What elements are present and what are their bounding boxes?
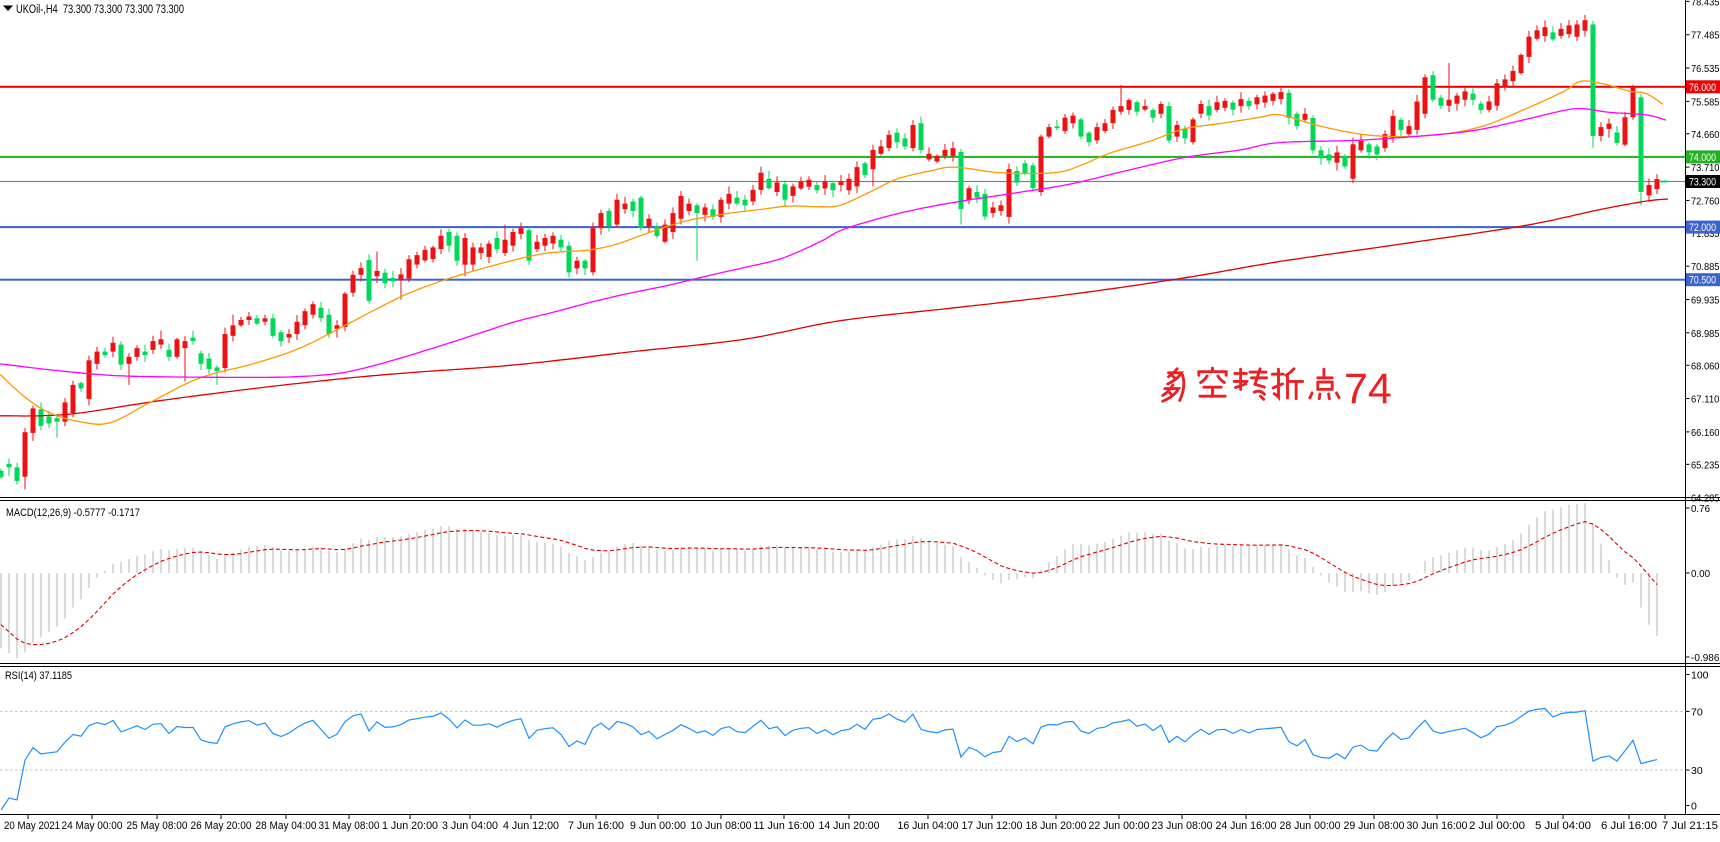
svg-text:77.485: 77.485: [1691, 30, 1720, 42]
svg-text:17 Jun 12:00: 17 Jun 12:00: [962, 820, 1023, 832]
svg-text:3 Jun 04:00: 3 Jun 04:00: [442, 820, 498, 832]
svg-text:65.235: 65.235: [1691, 459, 1720, 471]
svg-text:6 Jul 16:00: 6 Jul 16:00: [1601, 820, 1657, 832]
svg-text:14 Jun 20:00: 14 Jun 20:00: [819, 820, 880, 832]
svg-text:74.660: 74.660: [1691, 129, 1720, 141]
svg-text:9 Jun 00:00: 9 Jun 00:00: [630, 820, 686, 832]
svg-text:24 May 00:00: 24 May 00:00: [62, 820, 123, 832]
svg-text:68.985: 68.985: [1691, 328, 1720, 340]
svg-text:20 May 2021: 20 May 2021: [4, 820, 60, 832]
svg-text:24 Jun 16:00: 24 Jun 16:00: [1216, 820, 1277, 832]
svg-text:10 Jun 08:00: 10 Jun 08:00: [691, 820, 752, 832]
svg-text:30 Jun 16:00: 30 Jun 16:00: [1407, 820, 1468, 832]
svg-text:74.000: 74.000: [1689, 152, 1716, 164]
svg-text:25 May 08:00: 25 May 08:00: [127, 820, 188, 832]
svg-text:70.500: 70.500: [1689, 275, 1716, 287]
svg-text:28 Jun 00:00: 28 Jun 00:00: [1280, 820, 1341, 832]
svg-text:23 Jun 08:00: 23 Jun 08:00: [1152, 820, 1213, 832]
svg-text:68.060: 68.060: [1691, 360, 1720, 372]
svg-text:7 Jul 21:15: 7 Jul 21:15: [1662, 820, 1718, 832]
svg-text:0.76: 0.76: [1691, 503, 1710, 515]
svg-text:72.000: 72.000: [1689, 222, 1716, 234]
svg-text:66.160: 66.160: [1691, 427, 1720, 439]
svg-text:16 Jun 04:00: 16 Jun 04:00: [898, 820, 959, 832]
svg-text:5 Jul 04:00: 5 Jul 04:00: [1535, 820, 1591, 832]
svg-text:75.585: 75.585: [1691, 96, 1720, 108]
svg-text:2 Jul 00:00: 2 Jul 00:00: [1469, 820, 1525, 832]
svg-text:18 Jun 20:00: 18 Jun 20:00: [1026, 820, 1087, 832]
svg-text:70.885: 70.885: [1691, 261, 1720, 273]
svg-text:72.760: 72.760: [1691, 195, 1720, 207]
svg-text:67.110: 67.110: [1691, 394, 1720, 406]
svg-text:0: 0: [1691, 801, 1697, 813]
svg-text:29 Jun 08:00: 29 Jun 08:00: [1344, 820, 1405, 832]
svg-text:4 Jun 12:00: 4 Jun 12:00: [503, 820, 559, 832]
svg-text:73.710: 73.710: [1691, 162, 1720, 174]
svg-text:7 Jun 16:00: 7 Jun 16:00: [568, 820, 624, 832]
svg-text:0.00: 0.00: [1691, 568, 1710, 580]
svg-text:1 Jun 20:00: 1 Jun 20:00: [382, 820, 438, 832]
svg-text:64.285: 64.285: [1691, 493, 1720, 505]
svg-text:69.935: 69.935: [1691, 295, 1720, 307]
svg-text:70: 70: [1691, 706, 1703, 718]
svg-text:100: 100: [1691, 670, 1709, 682]
svg-text:RSI(14) 37.1185: RSI(14) 37.1185: [5, 670, 72, 682]
svg-text:MACD(12,26,9) -0.5777 -0.1717: MACD(12,26,9) -0.5777 -0.1717: [6, 507, 140, 519]
svg-text:73.300: 73.300: [1689, 177, 1716, 189]
svg-text:30: 30: [1691, 765, 1703, 777]
svg-text:76.000: 76.000: [1689, 82, 1716, 94]
svg-text:-0.9862: -0.9862: [1691, 652, 1720, 664]
svg-text:74: 74: [1344, 365, 1392, 413]
svg-text:11 Jun 16:00: 11 Jun 16:00: [754, 820, 815, 832]
svg-text:78.435: 78.435: [1691, 0, 1720, 8]
svg-text:UKOil-,H4 73.300 73.300 73.30: UKOil-,H4 73.300 73.300 73.300 73.300: [16, 4, 184, 16]
svg-text:22 Jun 00:00: 22 Jun 00:00: [1089, 820, 1150, 832]
svg-text:31 May 08:00: 31 May 08:00: [319, 820, 380, 832]
svg-text:28 May 04:00: 28 May 04:00: [256, 820, 317, 832]
svg-text:26 May 20:00: 26 May 20:00: [191, 820, 252, 832]
svg-text:76.535: 76.535: [1691, 63, 1720, 75]
